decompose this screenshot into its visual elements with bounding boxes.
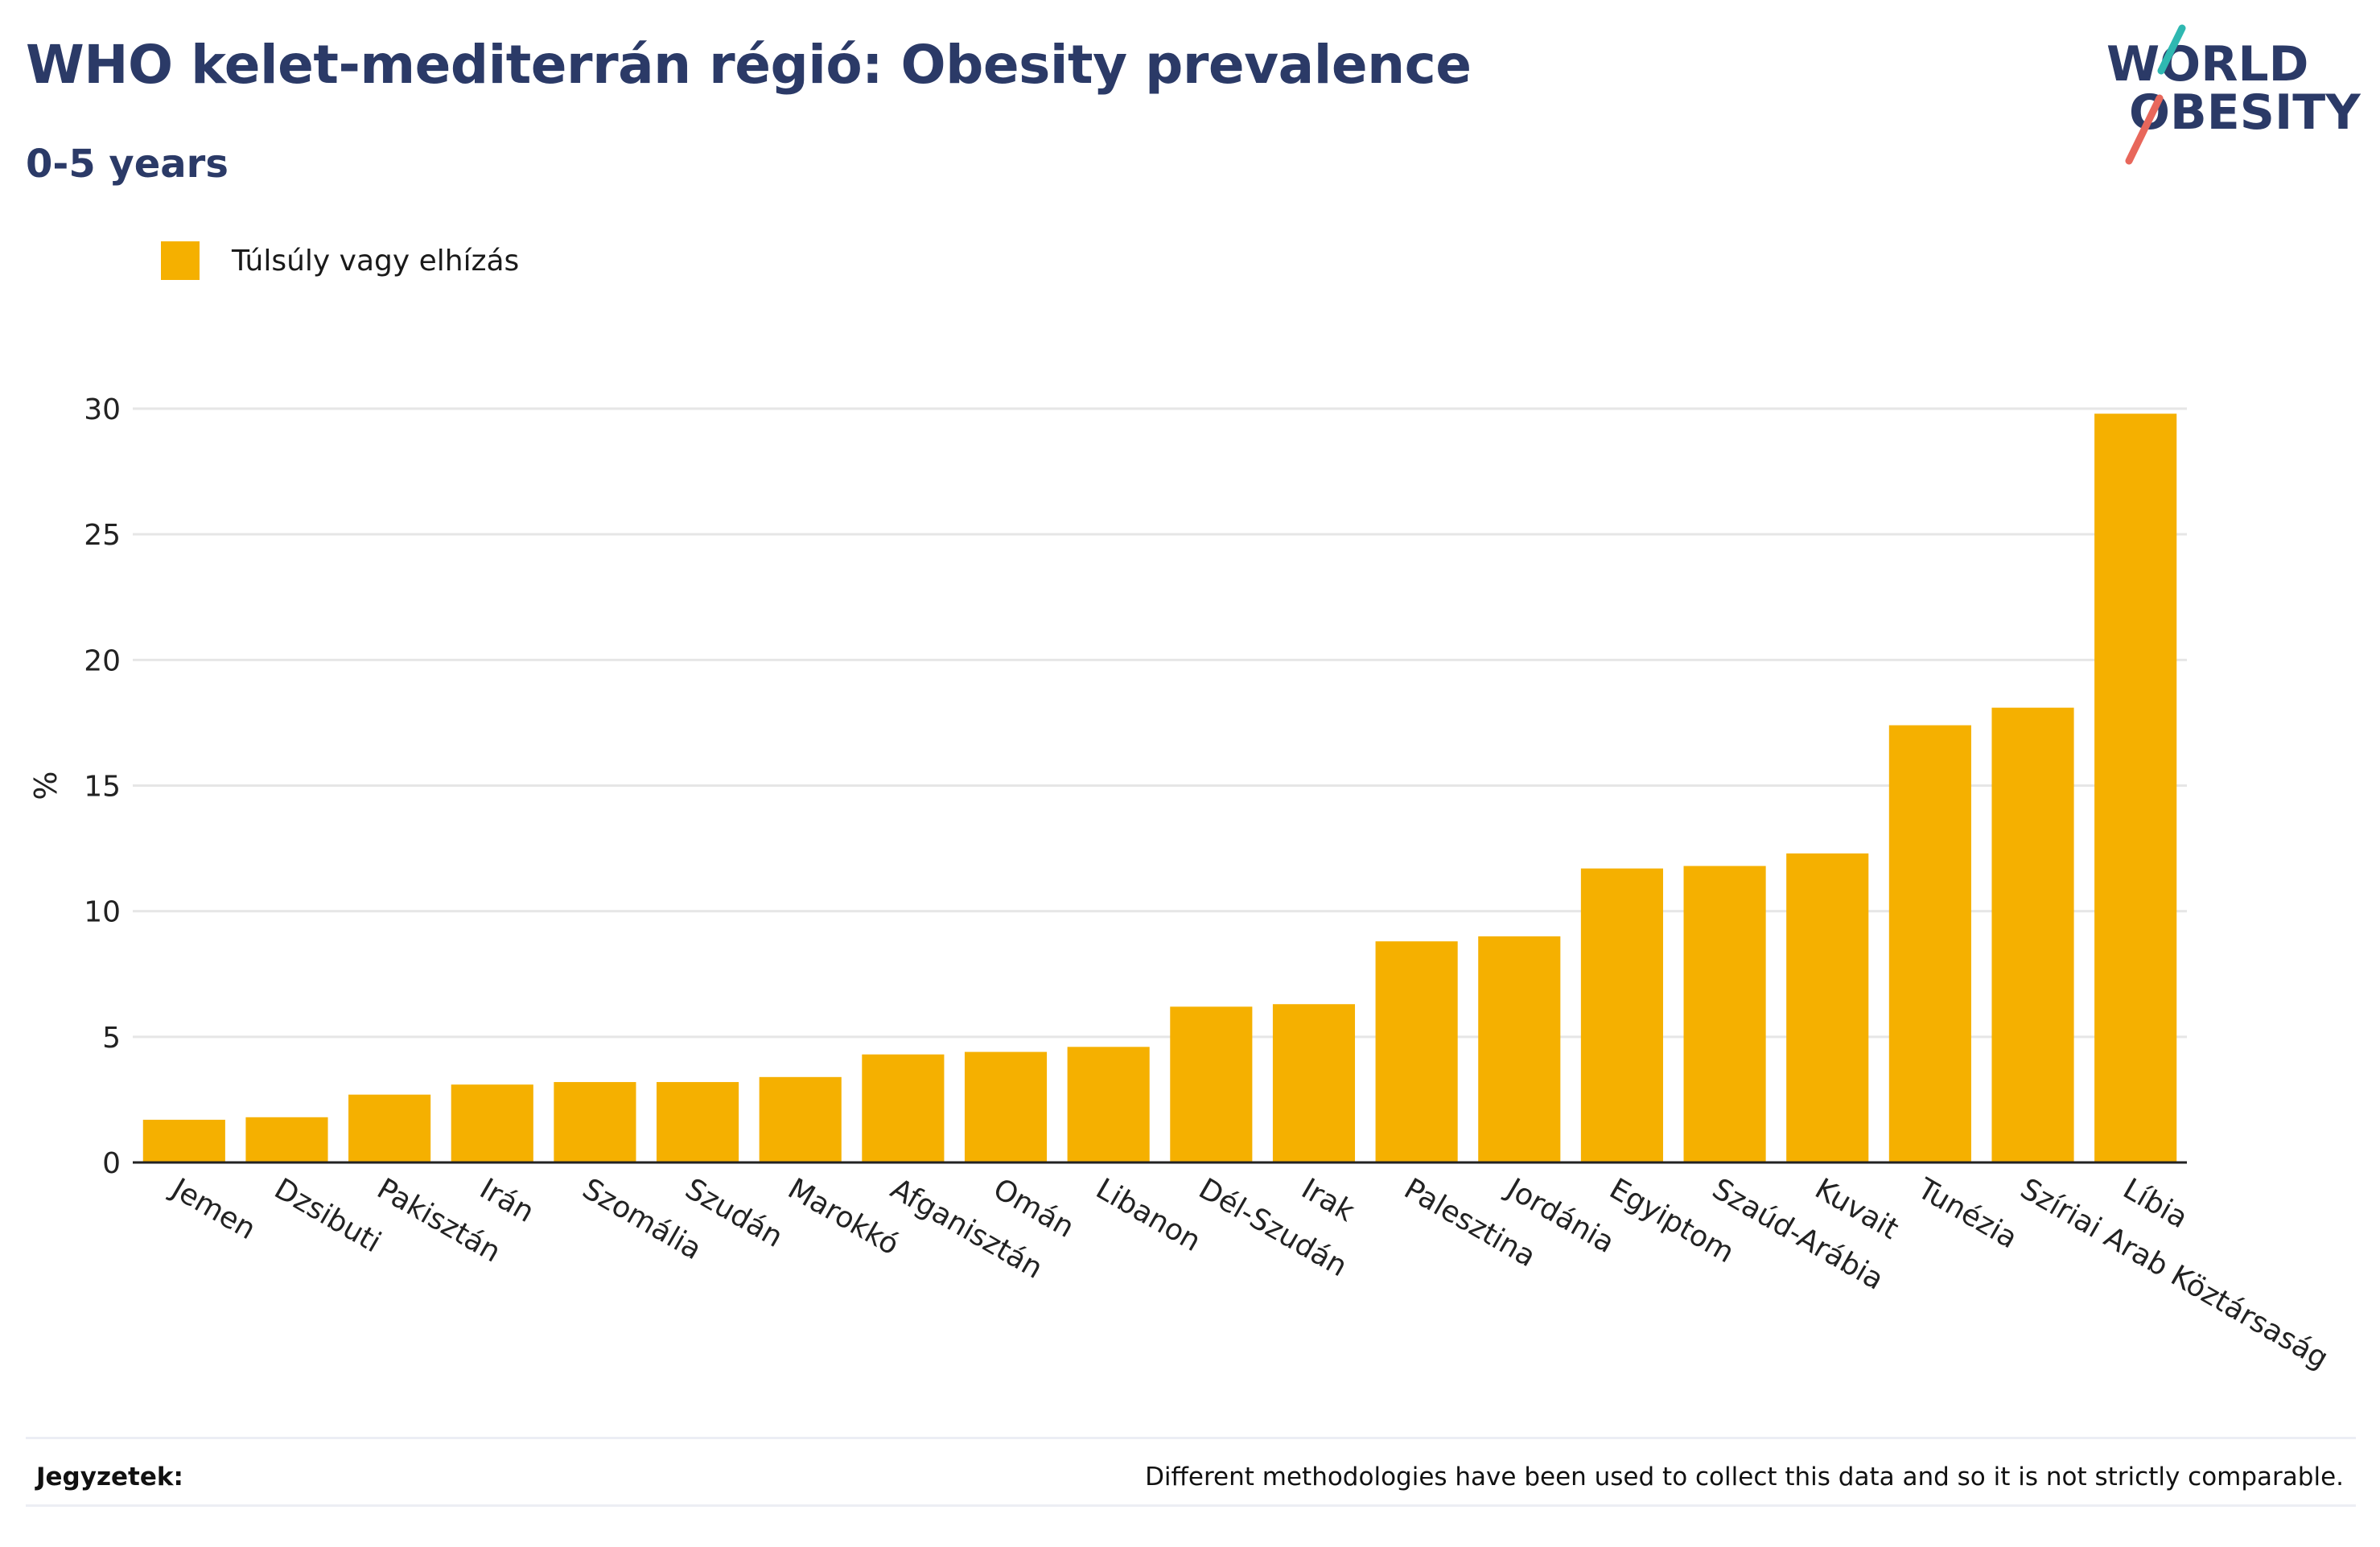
footer-divider-bottom: [26, 1504, 2356, 1507]
x-tick-label: Líbia: [2118, 1172, 2193, 1235]
logo-line-obesity: OBESITY: [2129, 84, 2361, 141]
bar-marokkó[interactable]: [759, 1076, 842, 1162]
y-tick-label: 10: [84, 896, 121, 929]
bar-jordánia[interactable]: [1478, 936, 1561, 1162]
bar-jemen[interactable]: [142, 1119, 225, 1162]
bar-egyiptom[interactable]: [1580, 868, 1663, 1162]
bar-libanon[interactable]: [1067, 1047, 1150, 1162]
y-tick-label: 25: [84, 519, 121, 552]
bar-líbia[interactable]: [2094, 413, 2177, 1162]
y-tick-label: 20: [84, 644, 121, 677]
grid-lines: [133, 407, 2187, 1039]
bar-tunézia[interactable]: [1888, 725, 1971, 1162]
bar-szudán[interactable]: [657, 1082, 739, 1162]
bar-szomália[interactable]: [554, 1082, 636, 1162]
x-tick-label: Tunézia: [1912, 1172, 2024, 1256]
legend[interactable]: Túlsúly vagy elhízás: [161, 241, 519, 280]
bar-afganisztán[interactable]: [862, 1054, 945, 1162]
logo-line-world: WORLD: [2106, 36, 2308, 93]
x-tick-label: Irán: [474, 1172, 539, 1229]
legend-label: Túlsúly vagy elhízás: [232, 244, 520, 278]
y-axis-ticks: 0 5 10 15 20 25 30: [84, 393, 121, 1180]
bar-irak[interactable]: [1272, 1004, 1356, 1162]
bar-kuvait[interactable]: [1786, 853, 1869, 1162]
y-axis-label: %: [28, 771, 64, 800]
y-tick-label: 0: [102, 1147, 121, 1180]
bars: [142, 413, 2177, 1162]
notes-label: Jegyzetek:: [36, 1463, 183, 1491]
bar-szíriai-arab-köztársaság[interactable]: [1991, 707, 2074, 1162]
notes-text: Different methodologies have been used t…: [1145, 1463, 2344, 1491]
x-tick-label: Marokkó: [782, 1172, 904, 1261]
bar-dél-szudán[interactable]: [1170, 1006, 1253, 1162]
x-tick-label: Jemen: [165, 1171, 261, 1246]
x-tick-label: Irak: [1295, 1172, 1360, 1228]
bar-pakisztán[interactable]: [348, 1094, 431, 1162]
y-tick-label: 15: [84, 771, 121, 804]
footer-divider-top: [26, 1437, 2356, 1439]
logo-slash-red: [2125, 94, 2164, 165]
bar-dzsibuti[interactable]: [245, 1117, 328, 1162]
bar-szaúd-arábia[interactable]: [1683, 866, 1766, 1162]
logo-slash-teal: [2157, 24, 2186, 75]
chart-title: WHO kelet-mediterrán régió: Obesity prev…: [26, 34, 1472, 96]
world-obesity-logo: WORLD OBESITY: [2106, 24, 2361, 165]
bar-irán[interactable]: [451, 1084, 533, 1162]
chart-subtitle: 0-5 years: [26, 142, 229, 187]
y-tick-label: 30: [84, 393, 121, 426]
x-tick-label: Dzsibuti: [269, 1172, 386, 1259]
y-tick-label: 5: [102, 1022, 121, 1055]
x-tick-label: Libanon: [1090, 1172, 1206, 1258]
bar-palesztina[interactable]: [1375, 941, 1458, 1162]
legend-swatch: [161, 241, 200, 280]
bar-omán[interactable]: [964, 1051, 1048, 1162]
x-tick-label: Szaúd-Arábia: [1707, 1172, 1889, 1297]
